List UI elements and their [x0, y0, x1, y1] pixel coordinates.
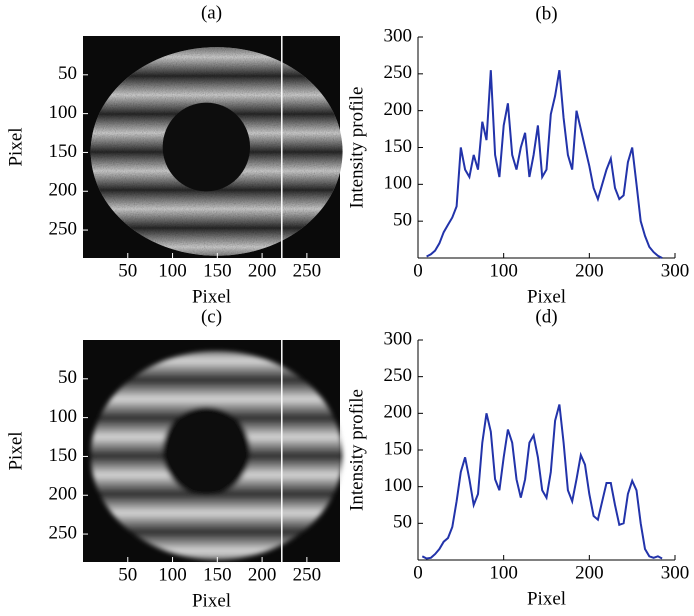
x-tick-label: 200	[248, 260, 277, 281]
x-axis-label: Pixel	[192, 286, 231, 307]
y-tick-label: 200	[49, 484, 78, 505]
y-tick-label: 250	[384, 62, 413, 83]
x-tick-label: 300	[661, 260, 690, 281]
dark-center	[162, 406, 251, 496]
dark-center	[162, 102, 251, 192]
y-tick-label: 100	[49, 406, 78, 427]
y-axis-label: Intensity profile	[346, 389, 367, 511]
x-axis-label: Pixel	[527, 588, 566, 609]
x-tick-label: 100	[158, 260, 187, 281]
y-tick-label: 100	[384, 475, 413, 496]
y-tick-label: 200	[384, 402, 413, 423]
panel-title: (b)	[535, 3, 557, 24]
y-tick-label: 150	[384, 136, 413, 157]
y-tick-label: 200	[49, 180, 78, 201]
panel-title: (c)	[201, 306, 222, 327]
x-tick-label: 100	[489, 562, 518, 583]
y-tick-label: 200	[384, 99, 413, 120]
intensity-line	[426, 70, 663, 259]
x-tick-label: 300	[661, 562, 690, 583]
y-tick-label: 100	[384, 173, 413, 194]
y-tick-label: 250	[49, 522, 78, 543]
x-tick-label: 50	[118, 564, 137, 585]
y-tick-label: 250	[384, 365, 413, 386]
panel-title: (a)	[201, 2, 222, 23]
panel-title: (d)	[535, 306, 557, 327]
y-axis-label: Pixel	[5, 127, 26, 166]
x-tick-label: 150	[203, 564, 232, 585]
x-tick-label: 250	[293, 564, 322, 585]
y-tick-label: 50	[393, 512, 412, 533]
x-tick-label: 0	[413, 260, 423, 281]
x-tick-label: 0	[413, 562, 423, 583]
x-tick-label: 200	[575, 562, 604, 583]
intensity-line	[421, 404, 663, 560]
y-tick-label: 50	[393, 210, 412, 231]
y-axis-label: Intensity profile	[346, 87, 367, 209]
x-tick-label: 100	[489, 260, 518, 281]
x-tick-label: 200	[248, 564, 277, 585]
x-tick-label: 50	[118, 260, 137, 281]
y-tick-label: 150	[49, 445, 78, 466]
y-tick-label: 300	[384, 328, 413, 349]
x-tick-label: 100	[158, 564, 187, 585]
y-tick-label: 250	[49, 218, 78, 239]
y-tick-label: 50	[58, 63, 77, 84]
y-tick-label: 150	[49, 141, 78, 162]
y-tick-label: 300	[384, 25, 413, 46]
x-axis-label: Pixel	[192, 590, 231, 611]
y-tick-label: 150	[384, 438, 413, 459]
y-tick-label: 50	[58, 367, 77, 388]
x-tick-label: 150	[203, 260, 232, 281]
speckle-image	[90, 47, 343, 256]
x-tick-label: 250	[293, 260, 322, 281]
x-axis-label: Pixel	[527, 286, 566, 307]
y-axis-label: Pixel	[5, 431, 26, 470]
y-tick-label: 100	[49, 102, 78, 123]
speckle-image	[90, 351, 343, 560]
x-tick-label: 200	[575, 260, 604, 281]
